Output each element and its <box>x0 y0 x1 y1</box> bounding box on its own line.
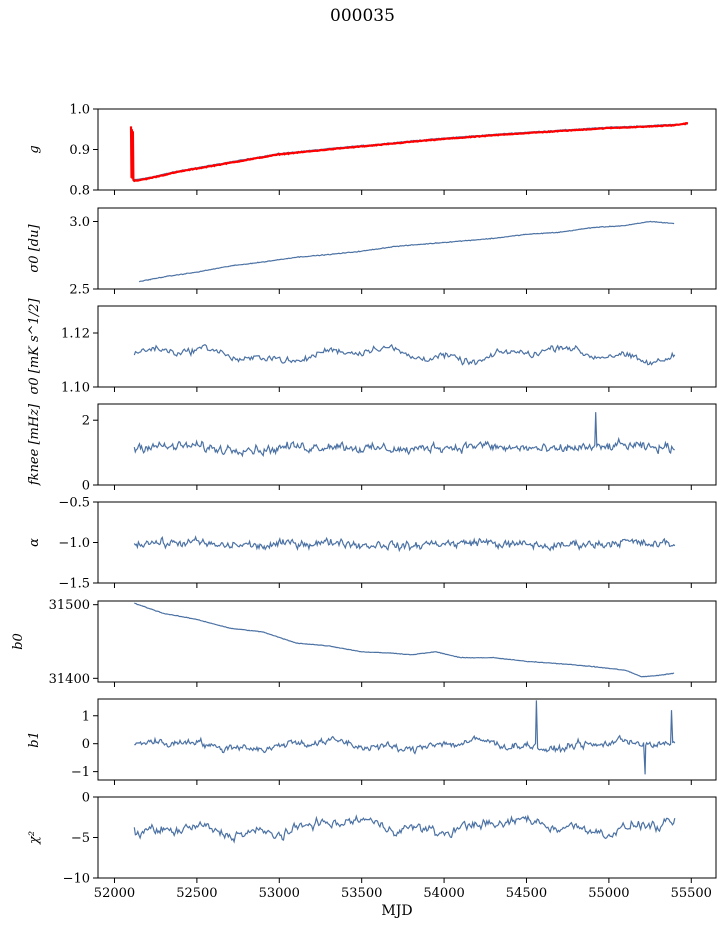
panel-6: 31400 31500 b0 <box>11 598 717 687</box>
y-axis-label: g <box>27 145 42 153</box>
y-tick-label: 0.8 <box>69 184 90 199</box>
y-tick-label: −10 <box>63 872 90 887</box>
y-tick-label: 31400 <box>49 672 90 687</box>
series-line-8-1 <box>133 814 676 844</box>
y-tick-label: 1.0 <box>69 103 90 118</box>
series-line-7-1 <box>134 700 676 775</box>
panel-1: 0.8 0.9 1.0 g <box>27 103 717 199</box>
y-tick-label: 2.5 <box>69 283 90 298</box>
y-tick-label: −1 <box>71 765 90 780</box>
series-line-1-1 <box>134 123 689 181</box>
y-tick-label: 1 <box>82 709 90 724</box>
panel-4: 0 2 fknee [mHz] <box>27 403 717 494</box>
y-axis-label: σ0 [mK s^1/2] <box>27 298 42 395</box>
y-tick-label: 0 <box>82 737 90 752</box>
x-tick-label: 52500 <box>176 886 217 901</box>
series-line-4-1 <box>133 412 675 458</box>
y-tick-label: −1.5 <box>58 577 90 592</box>
y-tick-label: 2 <box>82 414 90 429</box>
y-tick-label: 3.0 <box>69 215 90 230</box>
panel-3: 1.10 1.12 σ0 [mK s^1/2] <box>27 298 717 396</box>
panel-5: −1.5 −1.0 −0.5 α <box>27 496 717 592</box>
y-tick-label: 0 <box>82 791 90 806</box>
y-tick-label: 0 <box>82 479 90 494</box>
y-axis-label: b0 <box>11 633 26 650</box>
panel-2: 2.5 3.0 σ0 [du] <box>27 207 717 298</box>
y-tick-label: 0.9 <box>69 143 90 158</box>
y-tick-label: 1.12 <box>61 327 90 342</box>
x-tick-label: 55000 <box>588 886 629 901</box>
series-line-3-1 <box>133 343 676 366</box>
y-axis-label: σ0 [du] <box>27 224 42 273</box>
y-tick-label: 1.10 <box>61 381 90 396</box>
y-axis-label: α <box>27 538 42 547</box>
x-tick-label: 55500 <box>671 886 712 901</box>
x-tick-label: 53500 <box>341 886 382 901</box>
y-tick-label: −0.5 <box>58 496 90 511</box>
axes-frame <box>97 108 717 191</box>
x-tick-label: 52000 <box>94 886 135 901</box>
y-axis-label: χ² <box>27 831 42 845</box>
axes-frame <box>97 796 717 879</box>
series-line-2-1 <box>138 220 675 283</box>
x-axis-label: MJD <box>381 903 412 919</box>
x-tick-label: 54000 <box>423 886 464 901</box>
x-tick-label: 53000 <box>259 886 300 901</box>
y-tick-label: 31500 <box>49 598 90 613</box>
axes-frame <box>97 600 717 683</box>
axes-frame <box>97 305 717 388</box>
axes-frame <box>97 698 717 781</box>
panel-8: −10 −5 0 52000 52500 53000 53500 54000 54500 5500… <box>27 791 717 919</box>
x-tick-label: 54500 <box>506 886 547 901</box>
series-line-1-2 <box>129 121 689 183</box>
axes-frame <box>97 207 717 290</box>
series-line-5-1 <box>133 535 676 553</box>
panel-7: −1 0 1 b1 <box>27 698 717 785</box>
y-axis-label: b1 <box>27 731 42 748</box>
figure-title: 000035 <box>330 6 395 26</box>
y-tick-label: −5 <box>71 831 90 846</box>
y-tick-label: −1.0 <box>58 536 90 551</box>
axes-frame <box>97 403 717 486</box>
series-line-6-1 <box>134 602 675 678</box>
y-axis-label: fknee [mHz] <box>27 403 42 486</box>
